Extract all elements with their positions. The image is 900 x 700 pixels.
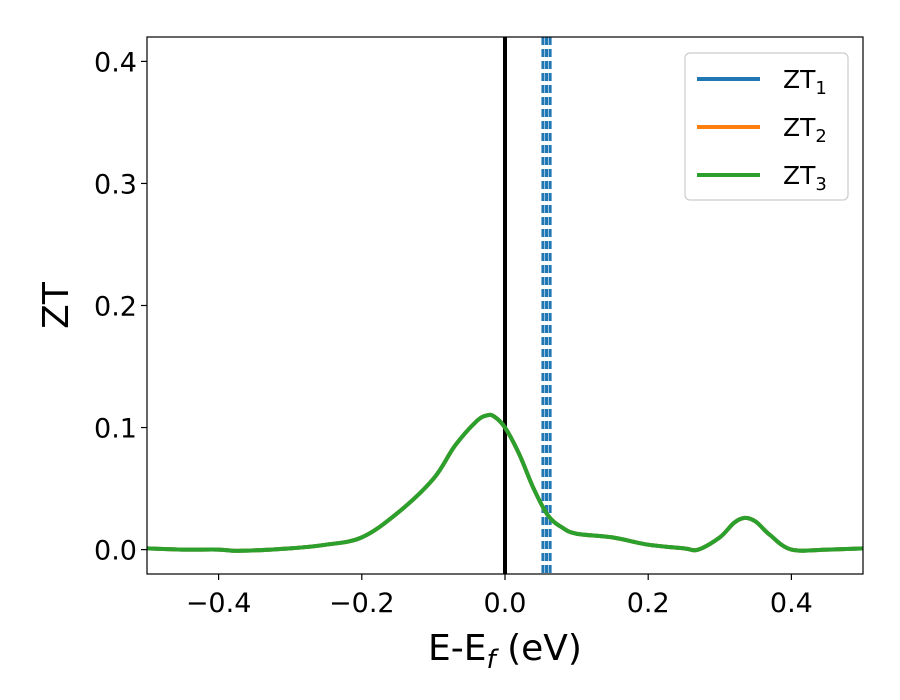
legend: ZT1 ZT2 ZT3	[684, 52, 849, 201]
y-tick-label: 0.3	[94, 169, 137, 200]
y-tick-label: 0.1	[94, 414, 137, 445]
y-tick-label: 0.0	[94, 536, 137, 567]
x-axis-label: E-Ef (eV)	[428, 628, 582, 675]
y-tick-label: 0.2	[94, 292, 137, 323]
x-tick-label: −0.4	[186, 588, 252, 619]
legend-label-zt2: ZT2	[783, 113, 827, 147]
x-tick-label: 0.0	[484, 588, 527, 619]
legend-label-zt3: ZT3	[783, 161, 827, 195]
series-line-zt3	[147, 412, 863, 553]
x-tick-label: 0.2	[627, 588, 670, 619]
plot-area	[147, 37, 863, 574]
axes: −0.4 −0.2 0.0 0.2 0.4 0.0 0.1 0.2 0.3 0.4 E-Ef (eV…	[36, 36, 864, 675]
legend-label-zt1: ZT1	[783, 65, 827, 99]
legend-box	[684, 52, 849, 201]
y-axis-label: ZT	[36, 281, 77, 329]
x-tick-label: 0.4	[770, 588, 813, 619]
y-tick-label: 0.4	[94, 47, 137, 78]
x-tick-label: −0.2	[329, 588, 395, 619]
